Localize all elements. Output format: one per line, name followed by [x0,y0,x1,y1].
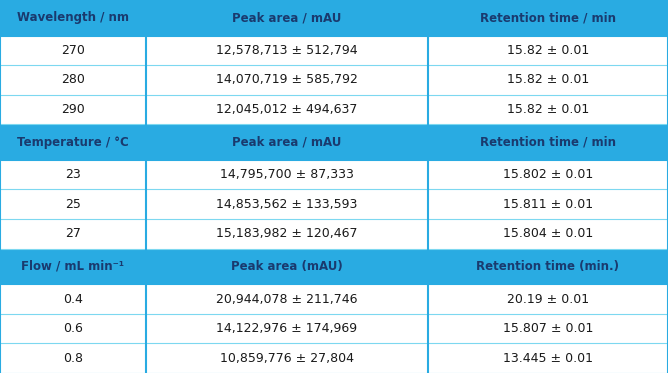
Bar [428,219,668,249]
Text: 12,578,713 ± 512,794: 12,578,713 ± 512,794 [216,44,357,57]
Bar [0,284,146,314]
Bar [428,160,668,189]
Bar [428,65,668,95]
Bar [146,160,428,189]
Bar [146,0,428,35]
Text: 23: 23 [65,168,81,181]
Text: 0.6: 0.6 [63,322,83,335]
Text: 0.8: 0.8 [63,352,83,365]
Bar [428,189,668,219]
Text: 15,183,982 ± 120,467: 15,183,982 ± 120,467 [216,228,357,240]
Text: 15.82 ± 0.01: 15.82 ± 0.01 [506,73,589,87]
Bar [146,284,428,314]
Text: 14,795,700 ± 87,333: 14,795,700 ± 87,333 [220,168,353,181]
Text: Flow / mL min⁻¹: Flow / mL min⁻¹ [21,260,124,273]
Text: 10,859,776 ± 27,804: 10,859,776 ± 27,804 [220,352,353,365]
Bar [146,189,428,219]
Text: 15.807 ± 0.01: 15.807 ± 0.01 [502,322,593,335]
Bar [146,95,428,124]
Text: 25: 25 [65,198,81,211]
Bar [0,314,146,344]
Bar [0,95,146,124]
Text: 14,122,976 ± 174,969: 14,122,976 ± 174,969 [216,322,357,335]
Text: 270: 270 [61,44,85,57]
Text: 20.19 ± 0.01: 20.19 ± 0.01 [507,292,589,305]
Bar [0,124,146,160]
Bar [428,35,668,65]
Bar [146,124,428,160]
Bar [146,65,428,95]
Text: 12,045,012 ± 494,637: 12,045,012 ± 494,637 [216,103,357,116]
Bar [0,35,146,65]
Text: 13.445 ± 0.01: 13.445 ± 0.01 [503,352,593,365]
Bar [0,65,146,95]
Bar [428,249,668,284]
Text: Temperature / °C: Temperature / °C [17,136,129,148]
Bar [0,189,146,219]
Bar [0,219,146,249]
Bar [146,314,428,344]
Text: 14,853,562 ± 133,593: 14,853,562 ± 133,593 [216,198,357,211]
Text: 27: 27 [65,228,81,240]
Text: Retention time / min: Retention time / min [480,11,616,24]
Bar [428,344,668,373]
Bar [428,95,668,124]
Bar [146,219,428,249]
Text: Retention time / min: Retention time / min [480,136,616,148]
Bar [146,35,428,65]
Text: Wavelength / nm: Wavelength / nm [17,11,129,24]
Text: 20,944,078 ± 211,746: 20,944,078 ± 211,746 [216,292,357,305]
Text: Retention time (min.): Retention time (min.) [476,260,619,273]
Text: 0.4: 0.4 [63,292,83,305]
Bar [0,160,146,189]
Text: 15.802 ± 0.01: 15.802 ± 0.01 [502,168,593,181]
Bar [146,249,428,284]
Text: 15.811 ± 0.01: 15.811 ± 0.01 [503,198,593,211]
Bar [428,314,668,344]
Bar [0,344,146,373]
Text: Peak area / mAU: Peak area / mAU [232,11,341,24]
Text: 15.804 ± 0.01: 15.804 ± 0.01 [502,228,593,240]
Text: 15.82 ± 0.01: 15.82 ± 0.01 [506,103,589,116]
Text: 15.82 ± 0.01: 15.82 ± 0.01 [506,44,589,57]
Bar [428,284,668,314]
Bar [428,0,668,35]
Text: Peak area / mAU: Peak area / mAU [232,136,341,148]
Bar [146,344,428,373]
Text: 290: 290 [61,103,85,116]
Bar [0,0,146,35]
Text: Peak area (mAU): Peak area (mAU) [230,260,343,273]
Text: 280: 280 [61,73,85,87]
Text: 14,070,719 ± 585,792: 14,070,719 ± 585,792 [216,73,357,87]
Bar [0,249,146,284]
Bar [428,124,668,160]
